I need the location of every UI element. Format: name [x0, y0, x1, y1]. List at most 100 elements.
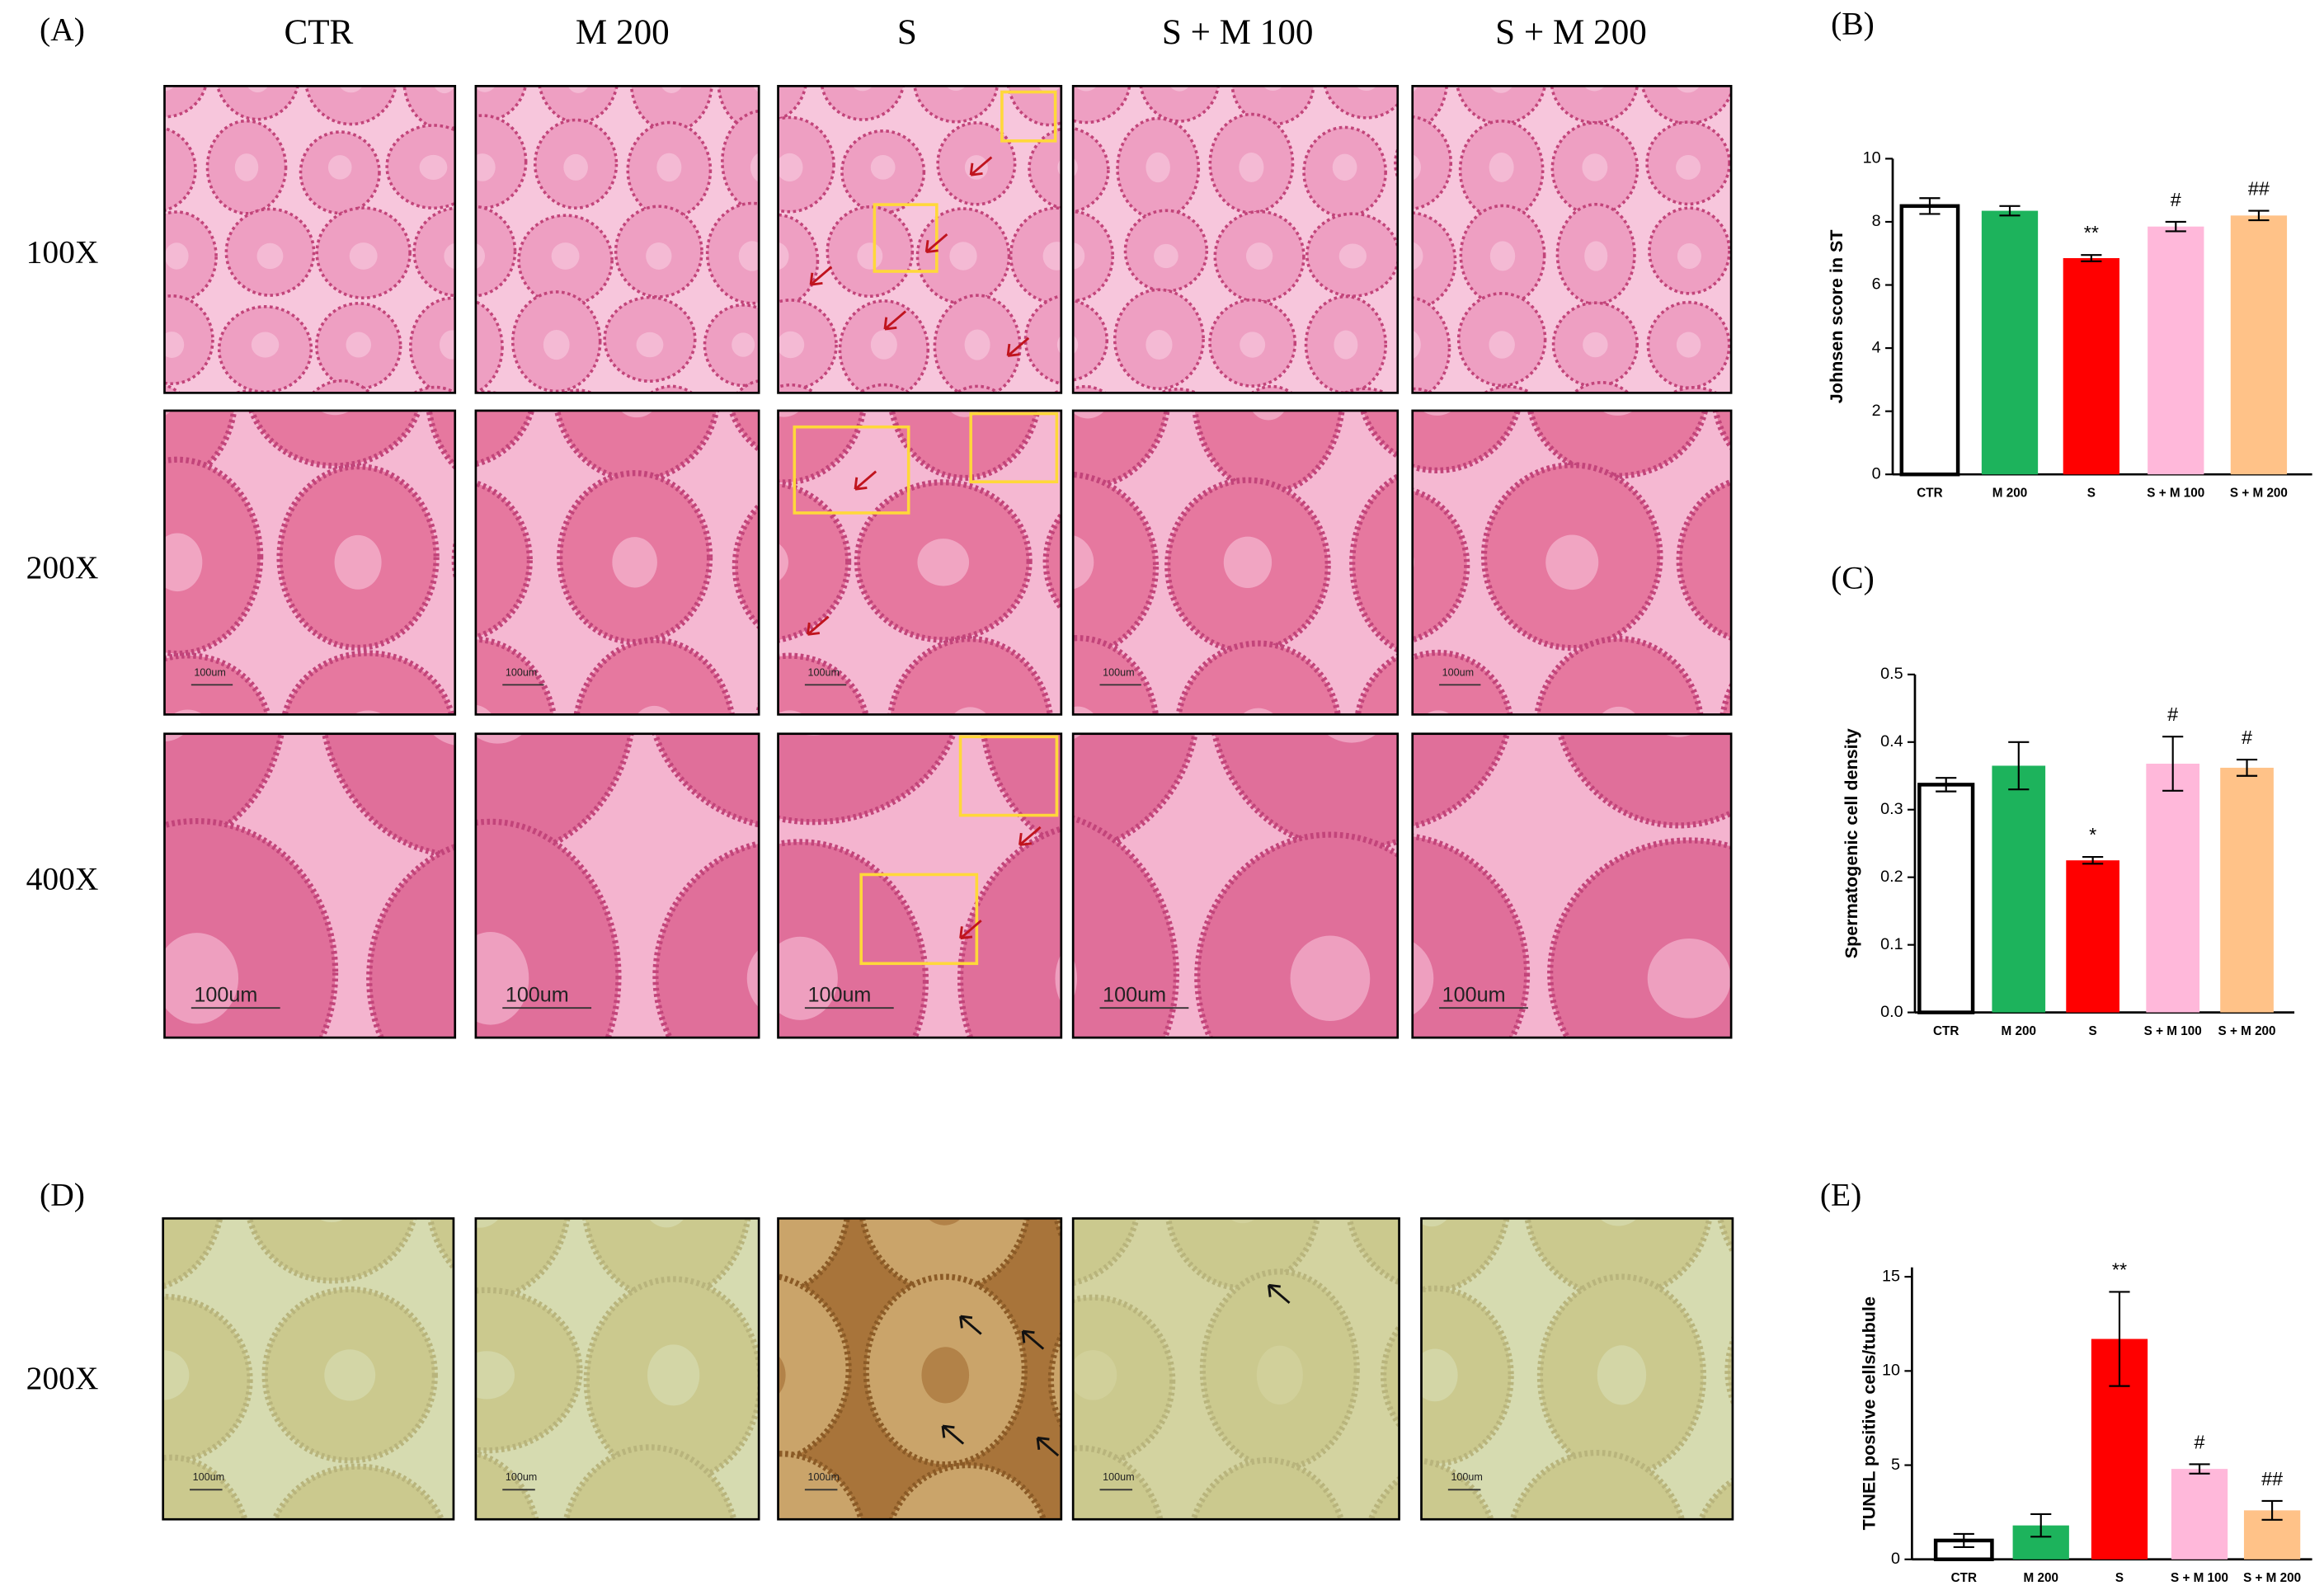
- lumen: [852, 86, 873, 92]
- tubule: [1697, 1477, 1733, 1520]
- arrow: [924, 233, 948, 254]
- highlight-box: [969, 412, 1059, 483]
- bar: [2063, 257, 2119, 475]
- tubule: [475, 300, 504, 393]
- tubule: [728, 410, 760, 453]
- tubule: [475, 636, 557, 715]
- tubule: [1346, 1218, 1400, 1286]
- tubule: [1412, 115, 1453, 211]
- scale-bar-label: 100um: [506, 1471, 537, 1483]
- row-label: 100X: [26, 233, 99, 270]
- micrograph: [1412, 733, 1732, 1038]
- x-tick-label: S + M 100: [2147, 487, 2204, 501]
- tubule: [164, 733, 285, 849]
- lumen: [247, 86, 269, 92]
- lumen: [439, 330, 455, 360]
- tubule: [1073, 1445, 1164, 1520]
- error-bar: [2109, 1291, 2130, 1387]
- lumen: [551, 242, 580, 270]
- tubule: [248, 410, 422, 469]
- lumen: [1146, 330, 1173, 360]
- arrow: [883, 310, 907, 331]
- lumen: [778, 543, 788, 581]
- column-header: M 200: [576, 13, 670, 52]
- lumen: [1784, 1350, 1832, 1400]
- tubule: [475, 480, 533, 641]
- tubule: [1349, 473, 1398, 653]
- scale-bar-label: 100um: [1442, 983, 1506, 1006]
- tubule: [652, 840, 760, 1038]
- tubule: [366, 844, 455, 1038]
- tubule: [778, 1451, 865, 1520]
- tubule: [859, 1218, 1030, 1295]
- tubule: [164, 86, 208, 119]
- micrograph-frame: [1071, 732, 1400, 1039]
- lumen: [778, 331, 805, 359]
- tubule: [629, 86, 713, 134]
- lumen: [1385, 1524, 1437, 1582]
- micrograph: [475, 1218, 760, 1520]
- tubule: [164, 456, 264, 657]
- lumen: [331, 1527, 385, 1579]
- row-label: 200X: [26, 1360, 99, 1396]
- y-tick-label: 6: [1872, 275, 1881, 294]
- lumen: [1290, 935, 1371, 1022]
- highlight-box: [793, 425, 910, 515]
- micrograph-frame: [163, 84, 457, 394]
- lumen: [1338, 243, 1367, 269]
- tubule: [281, 650, 455, 715]
- lumen: [1597, 1345, 1647, 1405]
- arrow: [969, 156, 993, 176]
- tubule: [475, 205, 517, 298]
- micrograph: [1073, 86, 1398, 393]
- lumen: [1489, 86, 1513, 93]
- scale-bar-label: 100um: [1103, 983, 1166, 1006]
- scale-bar-label: 100um: [807, 1471, 839, 1483]
- micrograph-frame: [1411, 409, 1733, 716]
- error-bar: [2189, 1463, 2210, 1475]
- x-tick-label: M 200: [2024, 1571, 2058, 1585]
- y-tick-label: 0.5: [1880, 665, 1903, 683]
- arrow: [807, 615, 830, 636]
- tubule: [1175, 640, 1341, 715]
- lumen: [324, 1349, 376, 1401]
- tubule: [582, 1218, 751, 1303]
- tubule: [426, 410, 455, 471]
- tubule: [164, 383, 181, 393]
- highlight-box: [873, 203, 939, 273]
- x-tick-label: S: [2115, 1571, 2124, 1585]
- lumen: [1073, 706, 1095, 715]
- lumen: [251, 332, 280, 358]
- tubule: [1670, 386, 1719, 393]
- tubule: [957, 826, 1061, 1038]
- tubule: [980, 733, 1061, 851]
- lumen: [1056, 1522, 1106, 1583]
- lumen: [946, 86, 967, 91]
- highlight-box: [1000, 90, 1057, 143]
- scale-bar-label: 100um: [194, 666, 225, 678]
- tubule: [475, 410, 535, 468]
- column-header: S: [897, 13, 917, 52]
- tubule: [1421, 1285, 1514, 1467]
- lumen: [318, 1218, 346, 1222]
- micrograph-frame: [474, 1217, 760, 1521]
- arrow: [1019, 826, 1042, 846]
- scale-bar-label: 100um: [1103, 666, 1134, 678]
- tubule: [271, 1463, 445, 1520]
- lumen: [475, 242, 486, 270]
- scale-bar-label: 100um: [1442, 666, 1474, 678]
- panel-label: (C): [1831, 560, 1875, 596]
- bar: [1981, 210, 2039, 475]
- tubule: [888, 410, 1041, 482]
- lumen: [1647, 938, 1731, 1019]
- lumen: [1571, 1524, 1625, 1581]
- y-tick-label: 0.4: [1880, 732, 1903, 750]
- lumen: [656, 153, 682, 182]
- tubule: [215, 86, 299, 121]
- tubule: [1211, 733, 1398, 853]
- error-bar: [2165, 220, 2186, 233]
- y-tick-label: 4: [1872, 338, 1881, 356]
- tubule: [1053, 1218, 1061, 1242]
- lumen: [1583, 86, 1605, 92]
- tubule: [1006, 86, 1061, 127]
